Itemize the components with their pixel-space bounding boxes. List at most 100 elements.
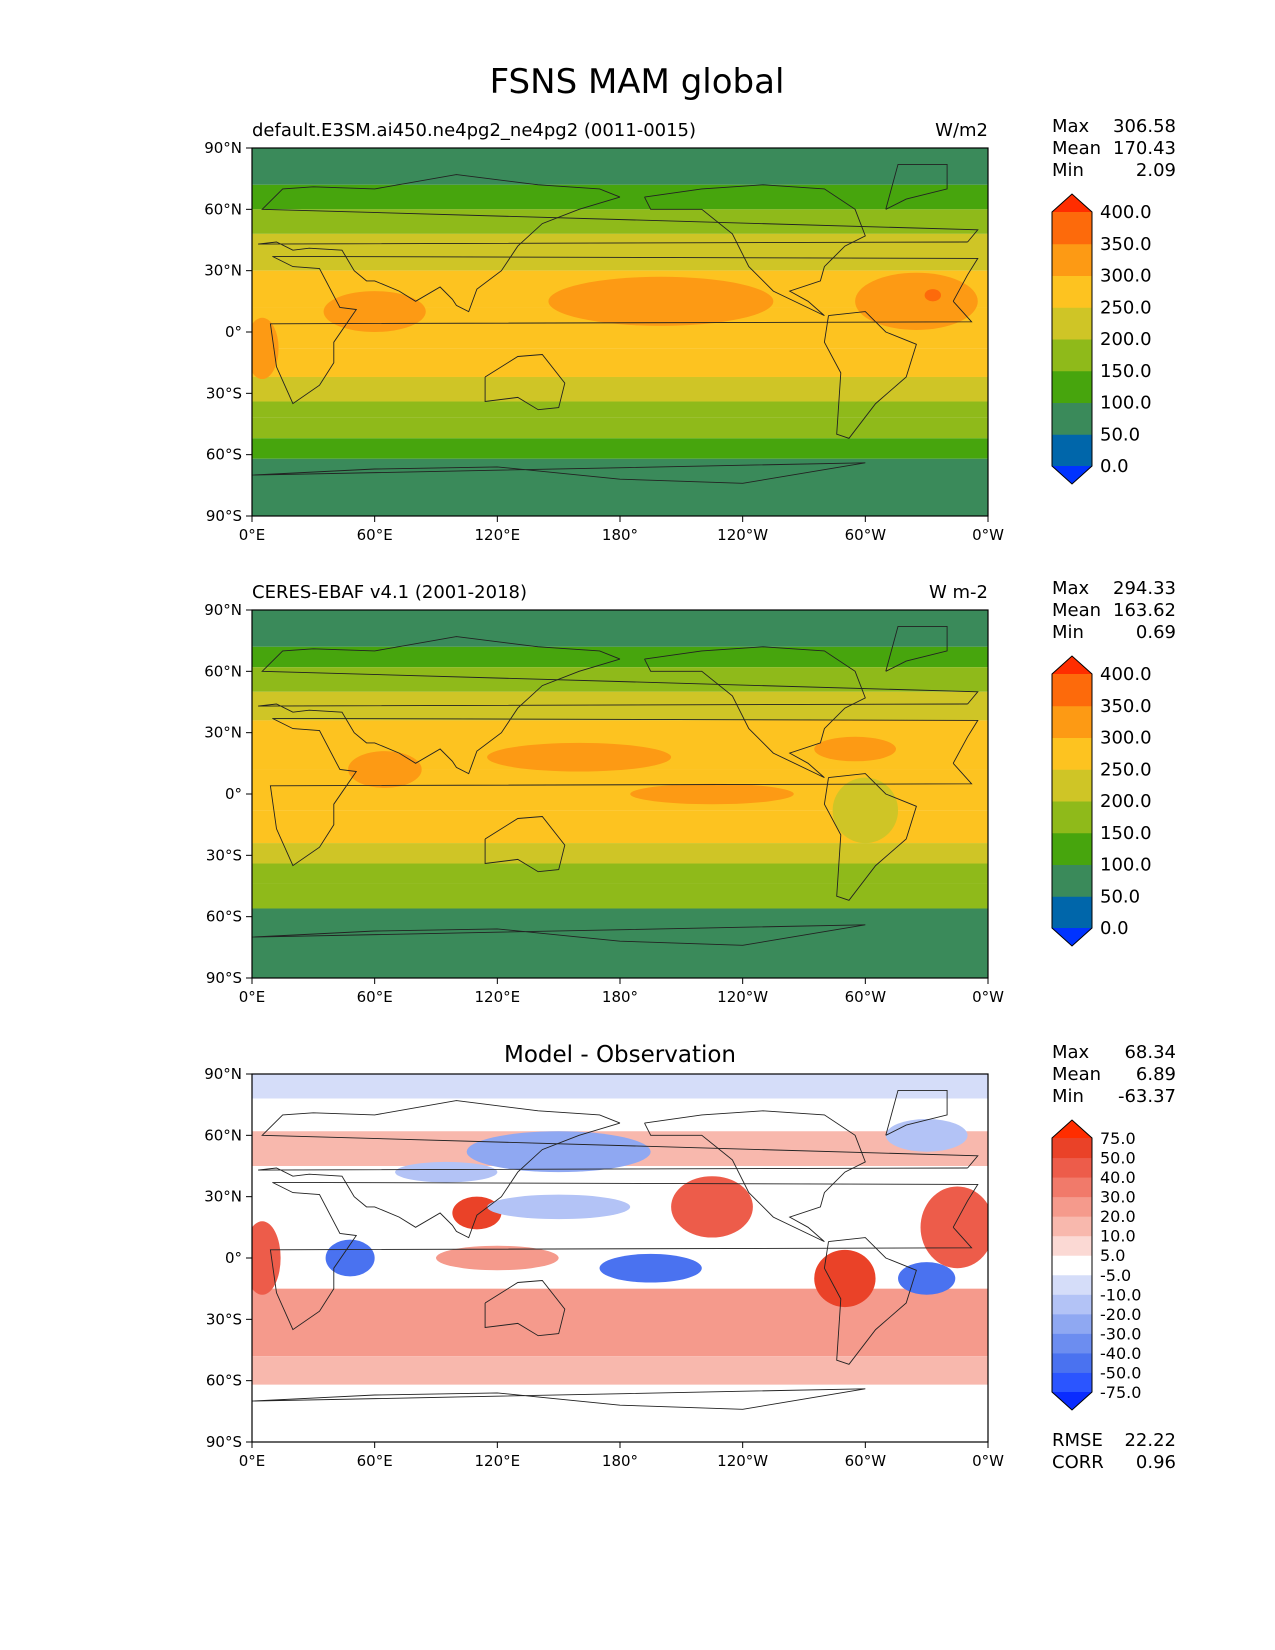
lat-tick-label: 60°S [206, 1372, 242, 1390]
lat-tick-label: 30°S [206, 1310, 242, 1328]
lon-tick-label: 0°E [239, 988, 266, 1006]
colorbar-label: -5.0 [1100, 1266, 1131, 1285]
field-patch [436, 1245, 559, 1271]
colorbar-segment [1052, 1255, 1092, 1276]
coastline [823, 773, 917, 901]
lon-tick-label: 60°W [845, 526, 887, 544]
lon-tick-label: 60°E [357, 1452, 393, 1470]
colorbar-label: 5.0 [1100, 1246, 1125, 1265]
colorbar-label: 400.0 [1100, 202, 1152, 223]
colorbar: 400.0 350.0 300.0 250.0 200.0 150.0 100.0 50.0 0… [1051, 655, 1152, 947]
colorbar-segment [1052, 1274, 1092, 1295]
coastline [644, 184, 866, 317]
colorbar-label: 350.0 [1100, 234, 1152, 255]
lon-tick-label: 120°W [717, 1452, 768, 1470]
colorbar-label: 150.0 [1100, 361, 1152, 382]
metric-label: RMSE [1052, 1430, 1103, 1451]
field-patch [630, 783, 794, 805]
colorbar-segment [1052, 705, 1092, 738]
lon-tick-label: 180° [602, 1452, 638, 1470]
lat-tick-label: 60°N [204, 662, 242, 680]
coastline [484, 354, 566, 411]
zonal-band [252, 667, 988, 692]
colorbar: 75.050.040.030.020.010.05.0-5.0-10.0-20.… [1051, 1119, 1141, 1411]
coastline [261, 174, 979, 243]
coastline [258, 1122, 968, 1239]
coastline [261, 636, 979, 705]
panel-title: Model - Observation [504, 1042, 736, 1068]
colorbar-extend-max [1052, 1120, 1092, 1138]
coastline [269, 717, 979, 867]
colorbar-segment [1052, 1333, 1092, 1354]
stat-label: Min [1052, 622, 1084, 643]
lat-tick-label: 0° [225, 785, 242, 803]
coastline [885, 625, 948, 672]
colorbar-label: 0.0 [1100, 918, 1129, 939]
zonal-band [252, 209, 988, 234]
colorbar-label: 250.0 [1100, 297, 1152, 318]
stat-label: Max [1052, 1042, 1090, 1063]
colorbar-extend-max [1052, 656, 1092, 674]
colorbar-segment [1052, 832, 1092, 865]
colorbar-segment [1052, 402, 1092, 435]
field-patch [920, 1186, 988, 1269]
stat-min: 0.69 [1136, 622, 1176, 643]
field-patch [885, 1118, 968, 1152]
colorbar-segment [1052, 212, 1092, 245]
lon-tick-label: 0°W [972, 526, 1004, 544]
coastline [644, 1110, 866, 1243]
zonal-band [252, 458, 988, 516]
lon-tick-label: 120°W [717, 988, 768, 1006]
lat-tick-label: 90°N [204, 139, 242, 157]
zonal-band [252, 883, 988, 909]
lat-tick-label: 90°S [206, 507, 242, 525]
field-patch [814, 1249, 876, 1308]
zonal-band [252, 1384, 988, 1442]
lat-tick-label: 90°N [204, 1065, 242, 1083]
colorbar-label: 100.0 [1100, 393, 1152, 414]
field-patch [466, 1131, 651, 1173]
colorbar-segment [1052, 243, 1092, 276]
lat-tick-label: 90°S [206, 1433, 242, 1451]
colorbar-outline [1051, 655, 1093, 947]
field-patch [814, 736, 896, 762]
field-patch [855, 272, 978, 330]
lat-tick-label: 60°N [204, 200, 242, 218]
colorbar-segment [1052, 307, 1092, 340]
lon-tick-label: 60°W [845, 1452, 887, 1470]
lat-tick-label: 0° [225, 323, 242, 341]
colorbar-segment [1052, 370, 1092, 403]
zonal-band [252, 348, 988, 377]
zonal-band [252, 376, 988, 402]
colorbar-outline [1051, 193, 1093, 485]
zonal-band [252, 148, 988, 185]
colorbar-segment [1052, 275, 1092, 308]
stat-label: Max [1052, 116, 1090, 137]
zonal-band [252, 1356, 988, 1385]
coastline [484, 816, 566, 873]
lon-tick-label: 0°E [239, 1452, 266, 1470]
colorbar-extend-min [1052, 928, 1092, 946]
lon-tick-label: 0°W [972, 988, 1004, 1006]
stat-label: Max [1052, 578, 1090, 599]
colorbar-segment [1052, 1138, 1092, 1159]
figure-title: FSNS MAM global [490, 62, 785, 102]
coastline [269, 1181, 979, 1331]
stat-label: Mean [1052, 600, 1101, 621]
panel-1: default.E3SM.ai450.ne4pg2_ne4pg2 (0011-0… [204, 116, 1176, 544]
lon-tick-label: 120°E [475, 1452, 521, 1470]
coastline [261, 1100, 979, 1169]
map-field [252, 610, 988, 978]
metric-label: CORR [1052, 1452, 1104, 1473]
colorbar-label: 50.0 [1100, 886, 1140, 907]
colorbar-label: -10.0 [1100, 1285, 1141, 1304]
lat-tick-label: 30°S [206, 384, 242, 402]
colorbar-segment [1052, 1294, 1092, 1315]
colorbar-segment [1052, 1235, 1092, 1256]
colorbar-extend-max [1052, 194, 1092, 212]
stat-mean: 163.62 [1113, 600, 1176, 621]
colorbar-label: 100.0 [1100, 855, 1152, 876]
panel-units: W m-2 [929, 582, 988, 603]
lat-tick-label: 60°S [206, 446, 242, 464]
field-patch [252, 1221, 281, 1295]
